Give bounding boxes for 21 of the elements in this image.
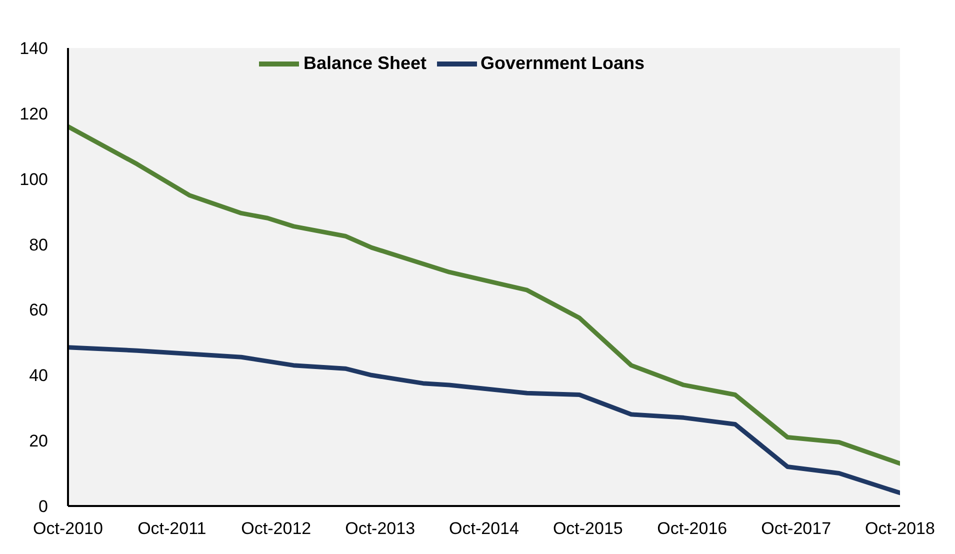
y-tick-label: 140 — [20, 39, 48, 58]
x-tick-label: Oct-2012 — [241, 519, 312, 538]
y-tick-label: 20 — [29, 432, 48, 451]
y-tick-label: 0 — [38, 497, 48, 516]
legend-label: Government Loans — [480, 52, 645, 73]
x-tick-label: Oct-2013 — [345, 519, 416, 538]
x-tick-label: Oct-2016 — [657, 519, 728, 538]
x-tick-label: Oct-2011 — [138, 519, 206, 538]
x-tick-label: Oct-2015 — [552, 519, 623, 538]
y-tick-label: 40 — [29, 366, 48, 386]
x-tick-label: Oct-2017 — [761, 519, 832, 538]
x-tick-label: Oct-2018 — [865, 519, 935, 538]
x-tick-label: Oct-2010 — [33, 519, 103, 538]
line-series — [68, 124, 900, 466]
y-tick-label: 120 — [20, 104, 48, 124]
y-tick-label: 100 — [20, 170, 48, 189]
y-tick-label: 60 — [29, 300, 48, 320]
x-tick-label: Oct-2014 — [449, 519, 519, 538]
y-tick-label: 80 — [29, 235, 48, 254]
legend-label: Balance Sheet — [303, 52, 427, 73]
line-series — [68, 345, 900, 496]
